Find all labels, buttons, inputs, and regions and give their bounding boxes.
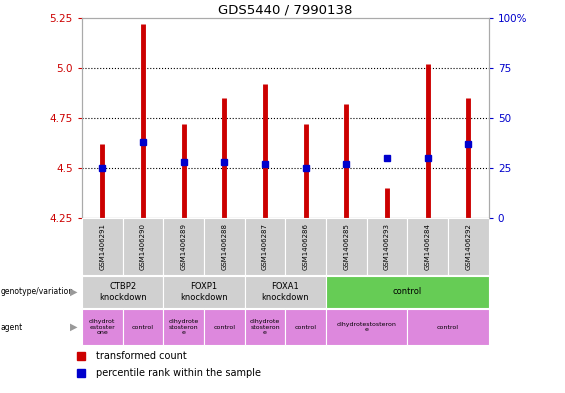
Text: FOXP1
knockdown: FOXP1 knockdown <box>180 282 228 301</box>
Bar <box>204 309 245 345</box>
Bar <box>163 276 245 308</box>
Bar <box>285 218 326 275</box>
Text: GSM1406292: GSM1406292 <box>466 223 471 270</box>
Title: GDS5440 / 7990138: GDS5440 / 7990138 <box>218 4 353 17</box>
Bar <box>123 309 163 345</box>
Bar <box>367 218 407 275</box>
Text: GSM1406285: GSM1406285 <box>344 223 349 270</box>
Text: FOXA1
knockdown: FOXA1 knockdown <box>262 282 309 301</box>
Bar <box>82 276 163 308</box>
Text: control: control <box>393 287 422 296</box>
Bar <box>163 218 204 275</box>
Bar <box>326 276 489 308</box>
Bar <box>285 309 326 345</box>
Text: GSM1406289: GSM1406289 <box>181 223 186 270</box>
Bar <box>82 309 123 345</box>
Text: GSM1406286: GSM1406286 <box>303 223 308 270</box>
Bar <box>245 218 285 275</box>
Text: transformed count: transformed count <box>97 351 187 361</box>
Bar <box>326 218 367 275</box>
Bar <box>163 309 204 345</box>
Text: agent: agent <box>1 323 23 332</box>
Text: GSM1406284: GSM1406284 <box>425 223 431 270</box>
Text: GSM1406291: GSM1406291 <box>99 223 105 270</box>
Text: ▶: ▶ <box>69 287 77 297</box>
Text: control: control <box>214 325 235 330</box>
Text: control: control <box>437 325 459 330</box>
Text: control: control <box>295 325 316 330</box>
Text: percentile rank within the sample: percentile rank within the sample <box>97 368 262 378</box>
Text: dihydrote
stosteron
e: dihydrote stosteron e <box>250 319 280 335</box>
Bar <box>407 309 489 345</box>
Text: GSM1406287: GSM1406287 <box>262 223 268 270</box>
Text: CTBP2
knockdown: CTBP2 knockdown <box>99 282 146 301</box>
Bar <box>326 309 407 345</box>
Bar <box>204 218 245 275</box>
Text: dihydrote
stosteron
e: dihydrote stosteron e <box>168 319 199 335</box>
Text: dihydrot
estoster
one: dihydrot estoster one <box>89 319 115 335</box>
Bar <box>245 276 326 308</box>
Text: GSM1406293: GSM1406293 <box>384 223 390 270</box>
Text: genotype/variation: genotype/variation <box>1 287 73 296</box>
Bar <box>448 218 489 275</box>
Bar <box>82 218 123 275</box>
Bar <box>123 218 163 275</box>
Text: dihydrotestosteron
e: dihydrotestosteron e <box>337 322 397 332</box>
Text: ▶: ▶ <box>69 322 77 332</box>
Text: GSM1406288: GSM1406288 <box>221 223 227 270</box>
Text: control: control <box>132 325 154 330</box>
Bar <box>407 218 448 275</box>
Bar <box>245 309 285 345</box>
Text: GSM1406290: GSM1406290 <box>140 223 146 270</box>
